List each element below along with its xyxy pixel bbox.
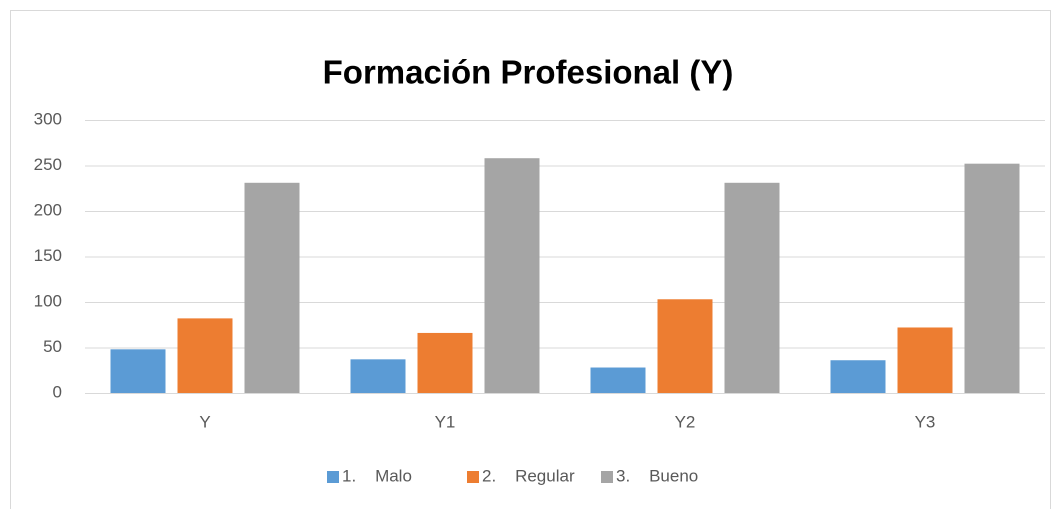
y-tick-label: 100 (34, 291, 62, 310)
y-tick-label: 250 (34, 155, 62, 174)
legend-label: 2. Regular (482, 466, 575, 485)
bar (830, 360, 886, 393)
bar (964, 163, 1020, 393)
legend-swatch (327, 471, 339, 483)
y-tick-label: 0 (53, 382, 62, 401)
legend-label: 1. Malo (342, 466, 412, 485)
bar (484, 158, 540, 393)
y-tick-label: 300 (34, 109, 62, 128)
y-tick-label: 200 (34, 200, 62, 219)
bar (897, 327, 953, 393)
bar (350, 359, 406, 393)
y-tick-label: 50 (43, 337, 62, 356)
bar (417, 332, 473, 393)
y-tick-label: 150 (34, 246, 62, 265)
bar (657, 299, 713, 393)
bar (177, 318, 233, 393)
x-tick-label: Y1 (435, 412, 456, 431)
legend-swatch (601, 471, 613, 483)
legend-label: 3. Bueno (616, 466, 698, 485)
bar (244, 182, 300, 393)
x-tick-label: Y (199, 412, 210, 431)
x-tick-label: Y2 (675, 412, 696, 431)
bar (590, 367, 646, 393)
legend-swatch (467, 471, 479, 483)
bar (110, 349, 166, 393)
chart-title: Formación Profesional (Y) (323, 54, 734, 91)
bar (724, 182, 780, 393)
x-tick-label: Y3 (915, 412, 936, 431)
